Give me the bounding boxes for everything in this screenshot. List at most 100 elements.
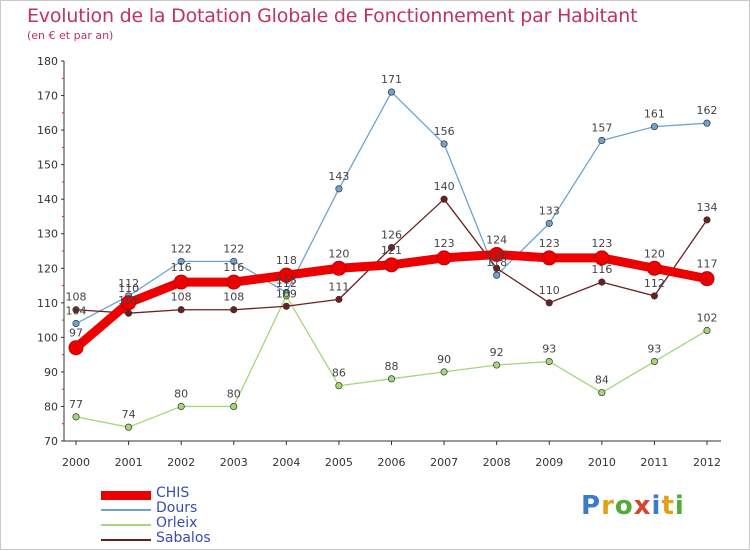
- chart-data-labels: 104 112 122 122 113 143 171 156 118 133 157 161 162 7…: [66, 73, 718, 421]
- data-label: 77: [69, 398, 83, 411]
- data-point: [177, 306, 185, 314]
- data-label: 126: [381, 229, 402, 242]
- data-point: [650, 123, 658, 131]
- data-label: 161: [644, 108, 665, 121]
- data-label: 108: [66, 291, 87, 304]
- data-label: 97: [69, 327, 83, 340]
- legend-label: Sabalos: [156, 530, 211, 546]
- x-tick-label: 2005: [325, 456, 353, 469]
- data-label: 171: [381, 73, 402, 86]
- logo-letter: x: [633, 491, 652, 521]
- x-tick-label: 2012: [693, 456, 721, 469]
- x-tick-label: 2006: [378, 456, 406, 469]
- data-label: 120: [486, 249, 507, 262]
- data-label: 123: [434, 237, 455, 250]
- data-label: 74: [122, 408, 136, 421]
- data-label: 121: [381, 244, 402, 257]
- legend-swatch: [101, 539, 151, 541]
- data-point: [650, 292, 658, 300]
- y-tick-label: 140: [37, 193, 58, 206]
- data-label: 140: [434, 180, 455, 193]
- y-tick-label: 110: [37, 297, 58, 310]
- data-label: 102: [697, 311, 718, 324]
- data-label: 107: [118, 294, 139, 307]
- data-point: [703, 216, 711, 224]
- x-tick-label: 2010: [588, 456, 616, 469]
- data-label: 90: [437, 353, 451, 366]
- data-point: [699, 271, 715, 287]
- data-label: 123: [591, 237, 612, 250]
- legend-swatch: [101, 490, 151, 500]
- logo-letter: i: [674, 491, 685, 521]
- data-point: [282, 292, 290, 300]
- data-point: [646, 260, 662, 276]
- data-label: 108: [171, 291, 192, 304]
- x-tick-label: 2000: [62, 456, 90, 469]
- data-point: [121, 295, 137, 311]
- data-label: 118: [486, 256, 507, 269]
- data-label: 156: [434, 125, 455, 138]
- data-point: [125, 423, 133, 431]
- data-label: 84: [595, 374, 609, 387]
- data-label: 80: [174, 387, 188, 400]
- data-point: [72, 413, 80, 421]
- chart-series: [68, 88, 715, 431]
- chart-subtitle: (en € et par an): [27, 29, 114, 42]
- data-point: [594, 250, 610, 266]
- data-point: [436, 250, 452, 266]
- data-point: [125, 309, 133, 317]
- legend-label: Dours: [156, 500, 198, 516]
- data-point: [493, 271, 501, 279]
- series-orleix: [72, 292, 711, 431]
- legend-swatch: [101, 524, 151, 526]
- data-point: [545, 219, 553, 227]
- data-point: [493, 264, 501, 272]
- data-label: 80: [227, 387, 241, 400]
- y-tick-label: 90: [44, 366, 58, 379]
- y-tick-label: 150: [37, 159, 58, 172]
- data-label: 111: [328, 280, 349, 293]
- y-tick-label: 70: [44, 435, 58, 448]
- data-point: [440, 195, 448, 203]
- data-label: 120: [328, 247, 349, 260]
- data-point: [72, 306, 80, 314]
- x-tick-label: 2007: [430, 456, 458, 469]
- data-label: 120: [644, 247, 665, 260]
- data-point: [230, 257, 238, 265]
- data-point: [440, 140, 448, 148]
- logo-letter: P: [581, 491, 602, 521]
- data-label: 133: [539, 204, 560, 217]
- x-tick-label: 2001: [115, 456, 143, 469]
- data-label: 162: [697, 104, 718, 117]
- data-label: 123: [539, 237, 560, 250]
- data-point: [331, 260, 347, 276]
- data-point: [440, 368, 448, 376]
- y-tick-label: 130: [37, 228, 58, 241]
- data-label: 110: [539, 284, 560, 297]
- x-tick-label: 2009: [535, 456, 563, 469]
- data-point: [282, 302, 290, 310]
- data-point: [278, 267, 294, 283]
- logo-letter: r: [601, 491, 615, 521]
- legend-label: CHIS: [156, 485, 190, 501]
- series-chis: [68, 246, 715, 356]
- series-sabalos: [72, 195, 711, 317]
- y-tick-label: 160: [37, 124, 58, 137]
- data-point: [598, 389, 606, 397]
- data-label: 110: [118, 282, 139, 295]
- x-tick-label: 2004: [272, 456, 300, 469]
- data-label: 86: [332, 367, 346, 380]
- data-label: 134: [697, 201, 718, 214]
- data-point: [384, 257, 399, 273]
- data-label: 113: [276, 273, 297, 286]
- data-point: [387, 375, 396, 383]
- data-label: 118: [276, 254, 297, 267]
- data-label: 93: [542, 343, 556, 356]
- chart-title: Evolution de la Dotation Globale de Fonc…: [27, 5, 638, 27]
- data-label: 93: [647, 343, 661, 356]
- data-point: [335, 382, 343, 390]
- proxiti-logo: Proxiti: [581, 491, 685, 521]
- logo-letter: t: [661, 491, 675, 521]
- data-point: [177, 402, 185, 411]
- y-tick-label: 170: [37, 90, 58, 103]
